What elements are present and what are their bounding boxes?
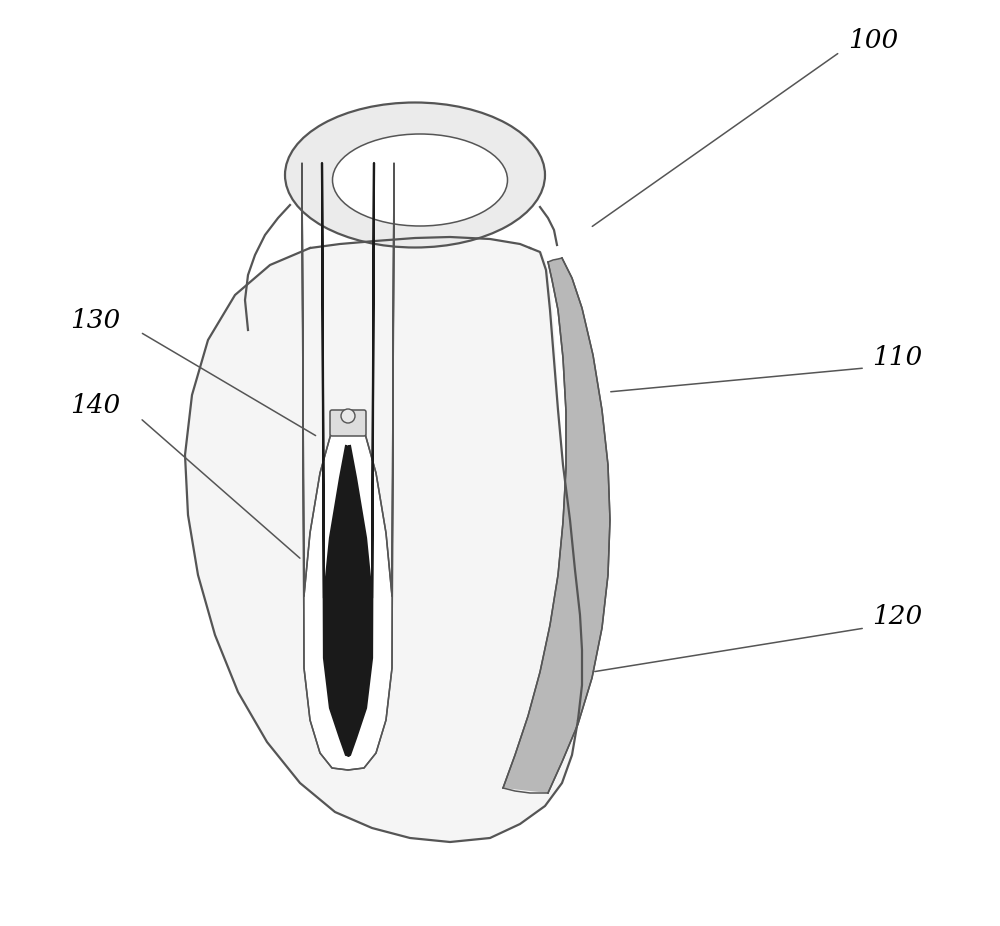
- Polygon shape: [302, 163, 394, 770]
- Ellipse shape: [285, 103, 545, 247]
- Polygon shape: [185, 235, 582, 842]
- Text: 140: 140: [70, 393, 120, 418]
- Text: 130: 130: [70, 308, 120, 333]
- Circle shape: [341, 409, 355, 423]
- Text: 110: 110: [872, 345, 922, 370]
- Text: 120: 120: [872, 604, 922, 629]
- Text: 100: 100: [848, 28, 898, 53]
- FancyBboxPatch shape: [330, 410, 366, 436]
- Ellipse shape: [332, 134, 508, 226]
- Polygon shape: [322, 163, 374, 755]
- Polygon shape: [503, 258, 610, 793]
